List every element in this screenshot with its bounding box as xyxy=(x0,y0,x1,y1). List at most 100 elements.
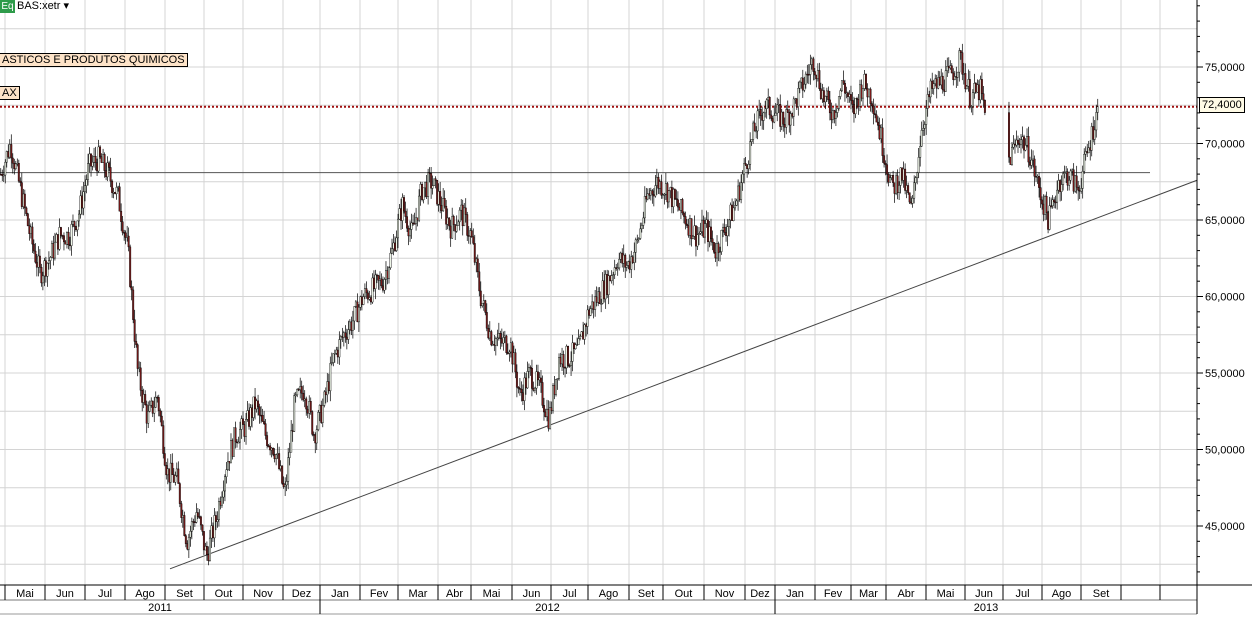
candle-body xyxy=(594,296,597,310)
candle xyxy=(132,286,135,324)
candle xyxy=(144,390,147,406)
candle xyxy=(971,89,974,116)
candle xyxy=(652,188,655,207)
candle-body xyxy=(956,71,959,78)
candle xyxy=(588,306,591,319)
candle xyxy=(172,468,175,483)
candle xyxy=(964,63,967,93)
candle xyxy=(285,474,288,492)
candle-body xyxy=(403,197,405,212)
candle-body xyxy=(856,98,858,100)
candle-body xyxy=(714,251,717,259)
candle xyxy=(1027,126,1030,168)
candle xyxy=(35,253,38,277)
candle xyxy=(115,182,118,200)
candle xyxy=(490,329,493,347)
candle xyxy=(270,447,273,458)
candle-body xyxy=(636,239,639,241)
candle-body xyxy=(738,185,741,200)
candle-body xyxy=(269,445,272,451)
candle xyxy=(586,305,589,335)
candle xyxy=(8,139,11,159)
candle-body xyxy=(472,236,475,244)
candle-body xyxy=(920,130,923,147)
candle-body xyxy=(612,274,615,276)
candle-body xyxy=(962,73,965,75)
candle-body xyxy=(952,72,955,80)
candle-body xyxy=(249,407,252,427)
candle xyxy=(695,225,697,257)
candle-body xyxy=(231,440,234,457)
candle xyxy=(773,105,776,124)
candle-body xyxy=(105,170,108,178)
candle-body xyxy=(288,452,291,458)
candle xyxy=(887,172,890,187)
candle xyxy=(713,242,715,254)
candle xyxy=(568,363,571,368)
candle xyxy=(570,351,573,376)
candle-body xyxy=(2,174,5,177)
candle xyxy=(20,172,23,210)
candle xyxy=(1093,120,1096,146)
candle-body xyxy=(901,167,904,181)
candle xyxy=(580,330,583,337)
candle-body xyxy=(511,342,514,365)
candle-body xyxy=(1045,196,1048,214)
candle xyxy=(344,325,347,343)
candle xyxy=(738,182,741,202)
candle-body xyxy=(473,243,476,263)
candle-body xyxy=(685,223,688,226)
candle xyxy=(207,546,210,566)
candle xyxy=(100,153,103,163)
candle xyxy=(779,94,782,132)
candle xyxy=(457,219,460,226)
candle-body xyxy=(734,205,737,209)
candle xyxy=(409,220,412,243)
candle-body xyxy=(52,243,55,259)
candle-body xyxy=(564,366,567,369)
candle-body xyxy=(863,74,866,89)
candle xyxy=(446,208,449,230)
candle-body xyxy=(1011,146,1013,165)
candle-body xyxy=(676,199,679,208)
candle xyxy=(1009,156,1012,165)
candle xyxy=(544,408,547,418)
candle xyxy=(174,471,177,486)
symbol-selector[interactable]: BAS:xetr ▾ xyxy=(17,0,69,13)
candle-body xyxy=(204,546,207,551)
candle-body xyxy=(530,368,533,389)
candle xyxy=(17,159,20,183)
candle-body xyxy=(282,483,285,487)
candle xyxy=(722,223,725,238)
candle-body xyxy=(213,515,216,539)
candle xyxy=(451,207,454,239)
candle xyxy=(374,269,377,300)
candle xyxy=(911,194,914,208)
candle-body xyxy=(520,388,523,394)
candle xyxy=(764,100,767,118)
candle xyxy=(871,101,873,113)
candle-body xyxy=(628,261,631,270)
candle xyxy=(339,335,342,349)
candle xyxy=(88,147,91,173)
candle xyxy=(82,182,85,216)
index-label: AX xyxy=(0,86,20,100)
candle-body xyxy=(890,175,893,178)
candle xyxy=(78,210,80,227)
candle-body xyxy=(336,349,339,358)
candle-body xyxy=(196,512,199,517)
candle-body xyxy=(646,193,649,200)
candle-body xyxy=(570,361,573,366)
candle xyxy=(261,408,264,422)
candle xyxy=(211,522,214,543)
candle-body xyxy=(237,441,240,444)
candle-body xyxy=(722,227,725,231)
candle xyxy=(233,427,235,457)
candle-body xyxy=(406,216,408,229)
candle xyxy=(427,168,430,205)
candle xyxy=(189,525,192,547)
candle xyxy=(716,235,718,267)
candle-body xyxy=(576,344,579,346)
candle-body xyxy=(666,183,669,203)
candle-body xyxy=(946,66,949,71)
